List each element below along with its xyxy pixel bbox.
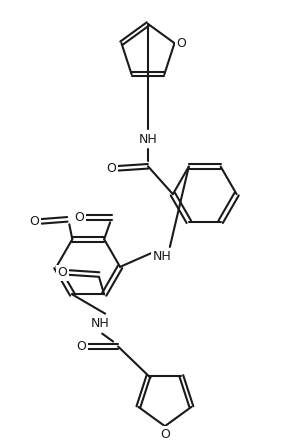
Text: O: O (74, 211, 84, 224)
Text: NH: NH (153, 251, 171, 263)
Text: NH: NH (91, 317, 110, 330)
Text: O: O (160, 428, 170, 441)
Text: O: O (177, 37, 186, 50)
Text: O: O (57, 266, 67, 279)
Text: O: O (29, 215, 39, 228)
Text: O: O (76, 340, 86, 353)
Text: O: O (106, 162, 116, 175)
Text: NH: NH (139, 133, 157, 146)
